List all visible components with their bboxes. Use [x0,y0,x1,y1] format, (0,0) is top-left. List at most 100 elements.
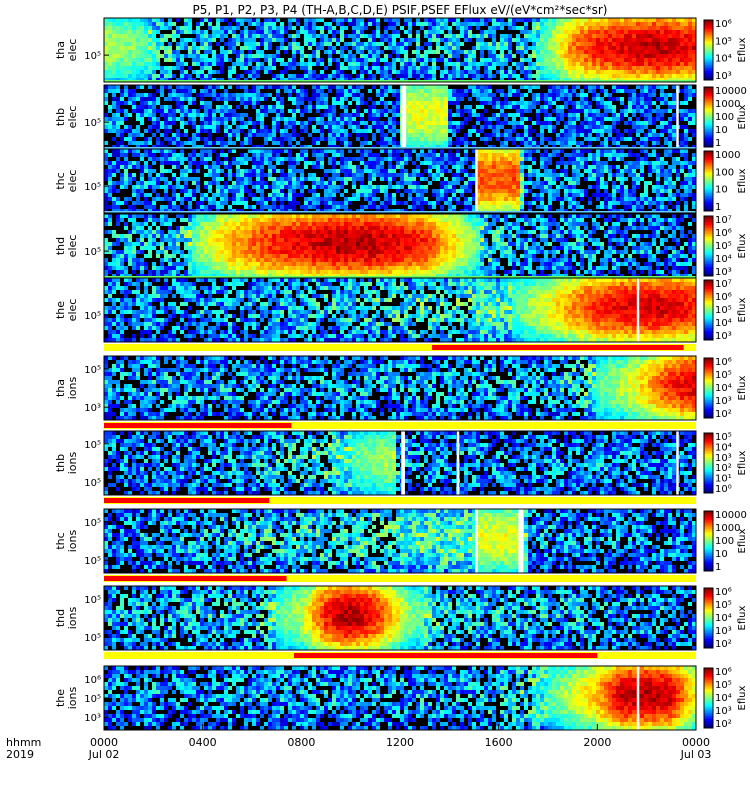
panel-ylabel: thbelec [54,106,79,129]
spectrogram-cell [216,58,221,63]
spectrogram-cell [248,58,253,63]
spectrogram-cell [116,30,121,35]
spectrogram-cell [112,58,117,63]
spectrogram-cell [608,101,613,106]
spectrogram-cell [368,66,373,71]
spectrogram-cell [500,137,505,142]
spectrogram-cell [132,141,137,146]
spectrogram-cell [244,113,249,118]
spectrogram-cell [288,137,293,142]
spectrogram-cell [132,22,137,27]
spectrogram-cell [136,101,141,106]
spectrogram-cell [296,54,301,59]
spectrogram-cell [484,109,489,114]
y-tick-label: 10⁵ [84,51,101,62]
spectrogram-cell [104,205,109,210]
spectrogram-cell [488,141,493,146]
spectrogram-cell [424,38,429,43]
spectrogram-cell [536,109,541,114]
spectrogram-cell [312,50,317,55]
spectrogram-cell [336,66,341,71]
spectrogram-cell [208,18,213,23]
spectrogram-cell [152,89,157,94]
spectrogram-cell [336,93,341,98]
spectrogram-cell [180,133,185,138]
spectrogram-cell [252,101,257,106]
colorbar-step [704,96,713,98]
spectrogram-cell [596,38,601,43]
spectrogram-cell [612,85,617,90]
spectrogram-cell [504,70,509,75]
spectrogram-cell [280,54,285,59]
spectrogram-cell [536,89,541,94]
spectrogram-cell [152,137,157,142]
spectrogram-cell [208,121,213,126]
spectrogram-cell [144,141,149,146]
spectrogram-cell [388,74,393,79]
spectrogram-cell [316,34,321,39]
spectrogram-cell [360,137,365,142]
spectrogram-cell [592,117,597,122]
spectrogram-cell [256,105,261,110]
spectrogram-cell [148,74,153,79]
spectrogram-cell [148,34,153,39]
spectrogram-cell [112,153,117,158]
spectrogram-cell [252,105,257,110]
spectrogram-cell [608,62,613,67]
spectrogram-cell [384,50,389,55]
spectrogram-cell [604,129,609,134]
spectrogram-cell [164,22,169,27]
spectrogram-cell [524,121,529,126]
spectrogram-cell [640,22,645,27]
spectrogram-cell [160,141,165,146]
spectrogram-cell [140,66,145,71]
spectrogram-cell [492,46,497,51]
spectrogram-cell [104,18,109,23]
spectrogram-cell [272,137,277,142]
spectrogram-cell [672,22,677,27]
spectrogram-cell [464,34,469,39]
spectrogram-cell [168,70,173,75]
spectrogram-cell [500,141,505,146]
spectrogram-cell [136,193,141,198]
spectrogram-cell [112,137,117,142]
spectrogram-cell [532,117,537,122]
spectrogram-cell [156,18,161,23]
spectrogram-cell [648,58,653,63]
spectrogram-cell [380,66,385,71]
spectrogram-cell [440,85,445,90]
spectrogram-cell [688,117,693,122]
spectrogram-cell [308,137,313,142]
spectrogram-cell [548,74,553,79]
spectrogram-cell [364,141,369,146]
spectrogram-cell [240,74,245,79]
spectrogram-cell [160,30,165,35]
spectrogram-cell [456,137,461,142]
spectrogram-cell [216,66,221,71]
spectrogram-cell [692,66,697,71]
spectrogram-cell [212,93,217,98]
spectrogram-cell [424,117,429,122]
spectrogram-cell [688,42,693,47]
spectrogram-cell [128,181,133,186]
spectrogram-cell [548,18,553,23]
spectrogram-cell [196,62,201,67]
spectrogram-cell [412,129,417,134]
spectrogram-cell [688,70,693,75]
spectrogram-cell [332,97,337,102]
spectrogram-cell [188,129,193,134]
colorbar-step [704,144,713,146]
spectrogram-cell [296,85,301,90]
spectrogram-cell [292,70,297,75]
spectrogram-cell [328,125,333,130]
spectrogram-cell [208,97,213,102]
spectrogram-cell [600,137,605,142]
spectrogram-cell [660,62,665,67]
spectrogram-cell [352,93,357,98]
spectrogram-cell [380,141,385,146]
spectrogram-cell [680,62,685,67]
colorbar-frame [703,19,714,81]
spectrogram-cell [284,22,289,27]
spectrogram-cell [348,26,353,31]
spectrogram-cell [348,54,353,59]
